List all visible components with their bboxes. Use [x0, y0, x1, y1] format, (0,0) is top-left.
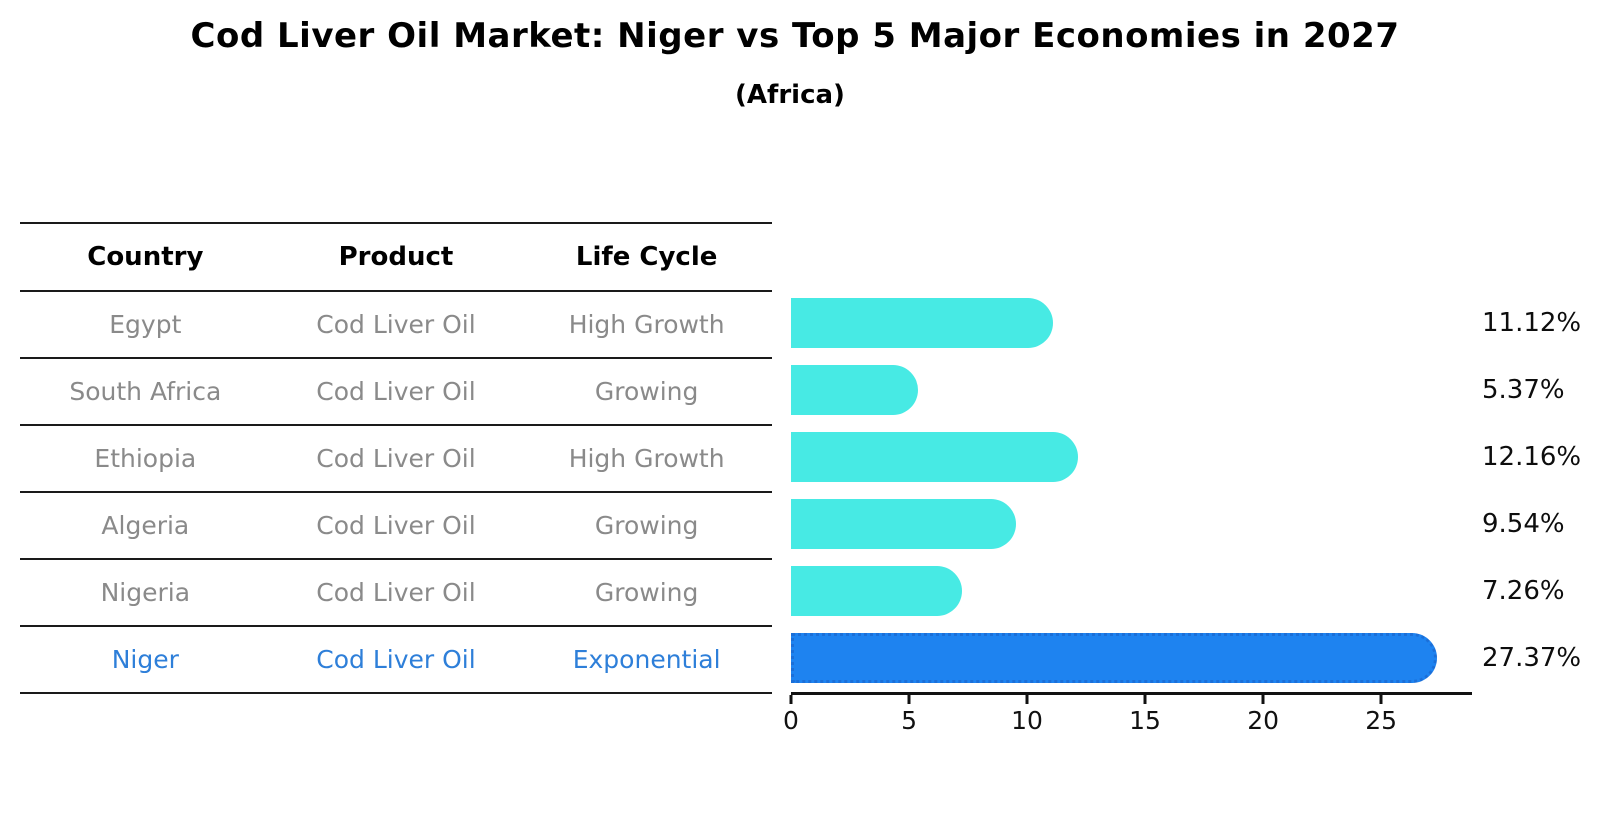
cell-life-cycle: Growing [594, 578, 699, 607]
cell-product: Cod Liver Oil [316, 444, 476, 473]
x-axis-line [791, 692, 1472, 695]
page-title: Cod Liver Oil Market: Niger vs Top 5 Maj… [190, 16, 1400, 56]
x-axis: 0 5 10 15 20 25 [783, 692, 1472, 752]
bar-ethiopia [791, 432, 1079, 482]
country-table: Country Product Life Cycle Egypt Cod Liv… [20, 222, 772, 694]
bar-row-egypt [791, 290, 1472, 357]
table-row: Nigeria Cod Liver Oil Growing [20, 560, 772, 627]
bar-south-africa [791, 365, 918, 415]
table-row: Egypt Cod Liver Oil High Growth [20, 292, 772, 359]
x-axis-tick [1379, 695, 1383, 704]
cell-life-cycle: High Growth [568, 444, 725, 473]
value-label-ethiopia: 12.16% [1482, 442, 1582, 472]
value-label-south-africa: 5.37% [1482, 375, 1565, 405]
column-header-life-cycle: Life Cycle [575, 242, 718, 272]
x-axis-tick-label: 10 [1011, 706, 1043, 735]
cell-product: Cod Liver Oil [316, 511, 476, 540]
x-axis-tick [907, 695, 911, 704]
x-axis-tick-label: 20 [1247, 706, 1279, 735]
table-row-highlight-niger: Niger Cod Liver Oil Exponential [20, 627, 772, 694]
x-axis-tick [789, 695, 793, 704]
value-label-egypt: 11.12% [1482, 308, 1582, 338]
cell-product: Cod Liver Oil [316, 645, 476, 674]
table-row: Algeria Cod Liver Oil Growing [20, 493, 772, 560]
x-axis-tick-label: 25 [1365, 706, 1398, 735]
x-axis-tick-label: 15 [1129, 706, 1161, 735]
value-label-nigeria: 7.26% [1482, 576, 1565, 606]
cell-product: Cod Liver Oil [316, 310, 476, 339]
table-row: Ethiopia Cod Liver Oil High Growth [20, 426, 772, 493]
bar-row-algeria [791, 491, 1472, 558]
cell-life-cycle: Exponential [572, 645, 721, 674]
bar-egypt [791, 298, 1054, 348]
x-axis-tick [1261, 695, 1265, 704]
cell-country: South Africa [69, 377, 222, 406]
bar-plot [791, 290, 1472, 692]
bar-row-ethiopia [791, 424, 1472, 491]
cell-life-cycle: Growing [594, 511, 699, 540]
bar-niger-highlighted [791, 633, 1438, 683]
bar-algeria [791, 499, 1017, 549]
cell-country: Ethiopia [94, 444, 197, 473]
value-label-niger: 27.37% [1482, 643, 1582, 673]
x-axis-tick [1025, 695, 1029, 704]
bar-row-niger [791, 625, 1472, 692]
cell-country: Egypt [109, 310, 182, 339]
cell-life-cycle: Growing [594, 377, 699, 406]
cell-product: Cod Liver Oil [316, 578, 476, 607]
table-header-row: Country Product Life Cycle [20, 224, 772, 292]
cell-product: Cod Liver Oil [316, 377, 476, 406]
bar-row-nigeria [791, 558, 1472, 625]
cell-country: Algeria [101, 511, 190, 540]
column-header-product: Product [338, 242, 454, 272]
page-subtitle: (Africa) [735, 80, 845, 110]
column-header-country: Country [87, 242, 204, 272]
cell-country: Nigeria [100, 578, 191, 607]
value-label-algeria: 9.54% [1482, 509, 1565, 539]
x-axis-tick [1143, 695, 1147, 704]
x-axis-tick-label: 5 [901, 706, 917, 735]
table-row: South Africa Cod Liver Oil Growing [20, 359, 772, 426]
cell-life-cycle: High Growth [568, 310, 725, 339]
bar-nigeria [791, 566, 963, 616]
cell-country: Niger [111, 645, 179, 674]
bar-row-south-africa [791, 357, 1472, 424]
x-axis-tick-label: 0 [783, 706, 799, 735]
